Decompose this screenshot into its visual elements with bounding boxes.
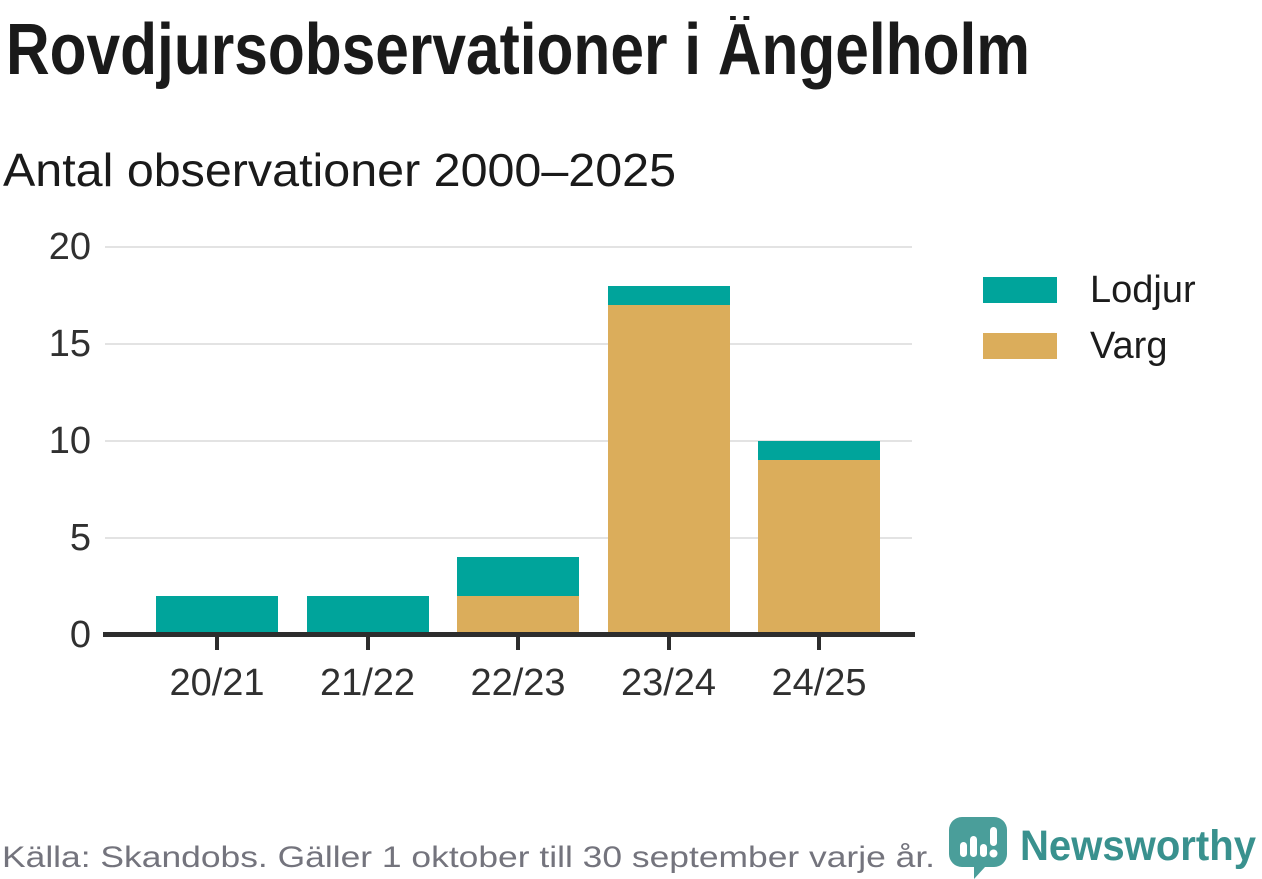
y-tick-label: 5	[69, 517, 91, 559]
bar-segment-lodjur	[607, 285, 730, 306]
gridline	[105, 343, 912, 345]
x-axis-line	[103, 632, 915, 637]
source-note-container: Källa: Skandobs. Gäller 1 oktober till 3…	[2, 841, 935, 874]
x-tick-label: 20/21	[169, 662, 265, 704]
legend-swatch-varg	[983, 333, 1057, 359]
x-axis-tick	[365, 637, 370, 650]
y-tick-label: 0	[69, 614, 91, 656]
legend-item-lodjur: Lodjur	[983, 271, 1196, 309]
legend-swatch-lodjur	[983, 277, 1057, 303]
newsworthy-logo-icon	[949, 817, 1007, 879]
source-note: Källa: Skandobs. Gäller 1 oktober till 3…	[2, 841, 935, 874]
bar-segment-lodjur	[156, 596, 278, 635]
x-tick-label: 21/22	[319, 662, 416, 704]
bar-segment-lodjur	[758, 441, 880, 461]
legend: Lodjur Varg	[983, 271, 1196, 389]
gridline	[105, 440, 912, 442]
chart-subtitle-container: Antal observationer 2000–2025	[3, 146, 676, 196]
newsworthy-wordmark-text: Newsworthy	[1020, 822, 1256, 870]
x-tick-label: 23/24	[620, 662, 717, 704]
x-tick-label: 22/23	[470, 662, 566, 704]
legend-item-varg: Varg	[983, 327, 1196, 365]
bar-segment-lodjur	[457, 557, 579, 597]
y-tick-label: 15	[48, 323, 91, 365]
legend-label: Lodjur	[1090, 269, 1196, 311]
x-tick-label: 24/25	[771, 662, 867, 704]
y-tick-label: 20	[48, 226, 91, 268]
gridline	[105, 537, 912, 539]
x-axis-tick	[215, 637, 219, 650]
bar-segment-varg	[607, 305, 730, 635]
x-axis-tick	[516, 637, 520, 650]
chart-subtitle: Antal observationer 2000–2025	[3, 146, 676, 196]
newsworthy-wordmark: Newsworthy	[1020, 822, 1256, 870]
x-axis-tick	[666, 637, 671, 650]
bar-segment-varg	[758, 460, 880, 635]
chart-title-container: Rovdjursobservationer i Ängelholm	[6, 16, 1030, 90]
bar-segment-varg	[457, 596, 579, 635]
x-axis-tick	[817, 637, 821, 650]
bar-segment-lodjur	[306, 596, 429, 635]
y-tick-label: 10	[48, 420, 91, 462]
legend-label: Varg	[1090, 325, 1168, 367]
chart-title: Rovdjursobservationer i Ängelholm	[6, 16, 1030, 90]
plot-area	[105, 246, 912, 635]
gridline	[105, 246, 912, 248]
